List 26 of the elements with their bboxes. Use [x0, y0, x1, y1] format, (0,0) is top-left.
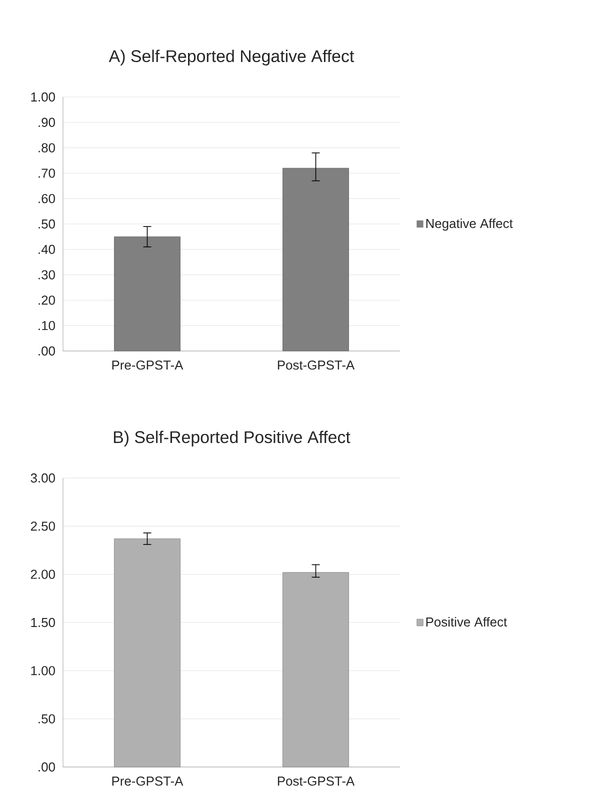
y-tick-label: .40	[38, 244, 55, 254]
y-tick-label: 2.00	[30, 570, 55, 579]
y-tick-label: 1.00	[31, 666, 55, 676]
y-tick-label: .20	[38, 296, 55, 305]
y-tick-label: 3.00	[30, 473, 55, 483]
x-tick-label: Post-GPST-A	[278, 360, 355, 370]
x-tick-label: Post-GPST-A	[278, 776, 355, 786]
y-tick-label: .00	[38, 762, 55, 772]
y-tick-label: .80	[38, 143, 55, 152]
y-tick-label: .50	[38, 714, 55, 724]
chart-title: B) Self-Reported Positive Affect	[114, 430, 350, 447]
chart-title: A) Self-Reported Negative Affect	[108, 50, 354, 66]
y-tick-label: 2.50	[30, 522, 55, 531]
y-tick-label: 1.00	[31, 92, 55, 102]
x-tick-label: Pre-GPST-A	[112, 776, 184, 786]
y-tick-label: .00	[38, 346, 55, 356]
y-tick-label: .30	[38, 270, 55, 280]
legend-label: Negative Affect	[426, 218, 513, 231]
y-tick-label: .60	[38, 194, 55, 204]
y-tick-label: .10	[38, 321, 55, 330]
legend-label: Positive Affect	[426, 617, 508, 627]
y-tick-label: .50	[38, 219, 55, 229]
y-tick-label: 1.50	[31, 618, 55, 628]
y-tick-label: .90	[38, 118, 55, 127]
x-tick-label: Pre-GPST-A	[112, 360, 184, 370]
y-tick-label: .70	[38, 168, 55, 178]
